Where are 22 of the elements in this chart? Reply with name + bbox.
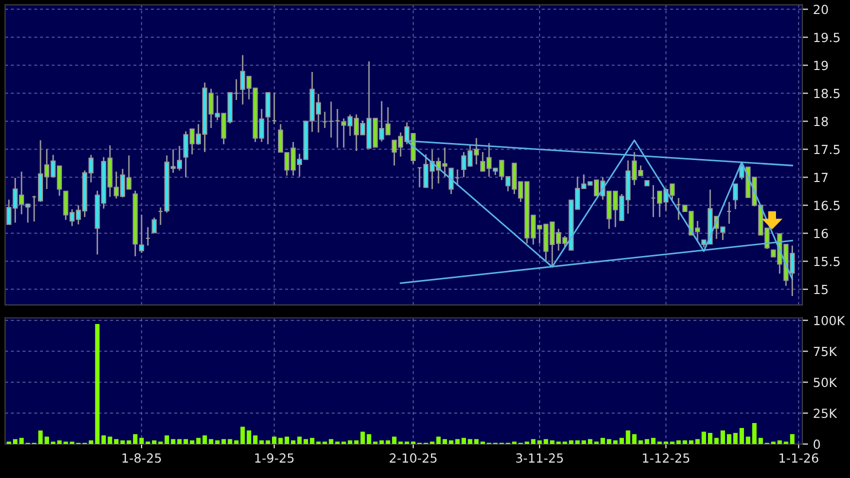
y-tick-label: 18 (814, 116, 828, 126)
y-tick-label: 17.5 (814, 144, 840, 154)
y-tick-label: 16 (814, 228, 828, 238)
x-tick-label: 1-1-26 (780, 453, 818, 463)
y-tick-label: 17 (814, 172, 828, 182)
y-tick-label: 100K (814, 316, 846, 326)
y-tick-label: 16.5 (814, 200, 840, 210)
x-tick-label: 3-11-25 (516, 453, 563, 463)
y-tick-label: 75K (814, 346, 838, 356)
y-tick-label: 15.5 (814, 256, 840, 266)
y-tick-label: 0 (814, 440, 820, 449)
y-tick-label: 25K (814, 408, 838, 418)
y-tick-label: 18.5 (814, 88, 840, 98)
x-tick-label: 1-12-25 (642, 453, 690, 463)
y-tick-label: 20 (814, 4, 828, 14)
y-tick-label: 19.5 (814, 32, 840, 42)
x-tick-label: 1-8-25 (122, 453, 161, 463)
x-tick-label: 1-9-25 (255, 453, 294, 463)
y-tick-label: 50K (814, 378, 838, 388)
y-tick-label: 19 (814, 60, 828, 70)
y-tick-label: 15 (814, 284, 828, 294)
x-tick-label: 2-10-25 (390, 453, 437, 463)
